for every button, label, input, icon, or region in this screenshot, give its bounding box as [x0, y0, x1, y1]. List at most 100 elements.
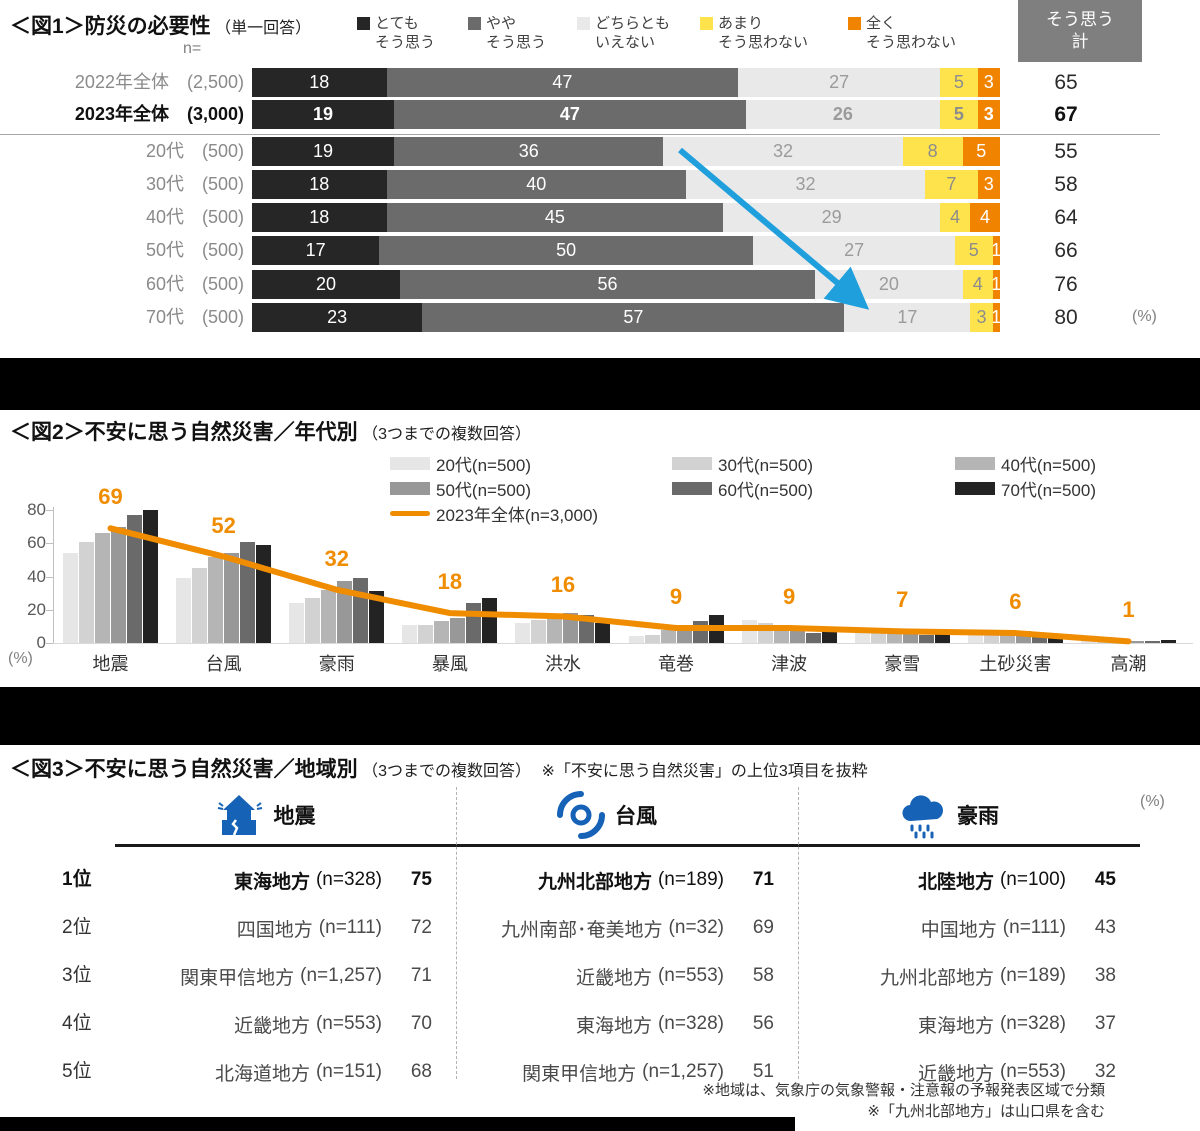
figure1-title: ＜図1＞防災の必要性 [10, 15, 211, 38]
bar-segment: 32 [685, 170, 926, 199]
bar [1160, 639, 1176, 643]
y-axis-tick-mark [46, 643, 53, 644]
legend-swatch-icon [390, 456, 430, 470]
bar [886, 633, 902, 643]
stacked-bar: 18 47 27 5 3 [252, 68, 1000, 97]
legend-label-line1: どちらとも [595, 15, 671, 32]
segment-value: 40 [526, 174, 547, 194]
legend-swatch-icon [955, 481, 995, 495]
table-cell: 関東甲信地方 (n=1,257) 71 [115, 952, 432, 1000]
bar-segment: 26 [745, 100, 941, 129]
row-label: 60代 (500) [145, 274, 244, 294]
bar [289, 603, 305, 643]
legend-swatch-icon [955, 456, 995, 470]
region-n: (n=189) [657, 869, 724, 890]
segment-value: 20 [878, 274, 899, 294]
table-cell: 東海地方 (n=328) 75 [115, 856, 432, 904]
segment-value: 56 [597, 274, 618, 294]
figure1-row: 60代 (500) 20 56 20 4 1 76 [0, 270, 1200, 299]
table-cell: 九州北部地方 (n=189) 38 [798, 952, 1116, 1000]
bar [434, 621, 450, 643]
line-value-label: 16 [550, 572, 576, 598]
segment-value: 23 [327, 307, 348, 327]
segment-value: 8 [927, 141, 938, 161]
segment-value: 3 [983, 72, 994, 92]
region-name: 関東甲信地方 [180, 967, 295, 989]
table-column-header: 地震 [155, 787, 376, 843]
legend-label: あまり そう思わない [718, 14, 808, 52]
segment-value: 17 [897, 307, 918, 327]
region-name: 近畿地方 [917, 1063, 994, 1085]
region-n: (n=32) [668, 917, 724, 938]
row-label: 2022年全体 (2,500) [74, 72, 244, 92]
bar-segment: 3 [977, 68, 1000, 97]
bar [579, 614, 595, 643]
figure1-legend-item: 全く そう思わない [848, 14, 956, 52]
legend-label-line2: そう思う [486, 34, 547, 51]
bar-segment: 4 [940, 203, 971, 232]
row-total: 55 [1054, 140, 1078, 163]
bar [176, 578, 192, 643]
row-total: 80 [1054, 306, 1078, 329]
y-axis-tick-mark [46, 576, 53, 578]
bar [256, 544, 272, 643]
row-label: 40代 (500) [145, 207, 244, 227]
segment-value: 20 [316, 274, 337, 294]
bar [789, 631, 805, 643]
bar-segment: 18 [252, 170, 387, 199]
legend-label: 全く そう思わない [866, 14, 956, 52]
legend-swatch-icon [357, 17, 370, 30]
bar [563, 613, 579, 643]
stacked-bar: 17 50 27 5 1 [252, 236, 1000, 265]
table-column-header: 豪雨 [838, 787, 1060, 843]
segment-value: 1 [992, 240, 1000, 260]
bar [983, 629, 999, 643]
segment-value: 19 [313, 104, 334, 124]
stacked-bar: 23 57 17 3 1 [252, 303, 1000, 332]
segment-value: 57 [623, 307, 644, 327]
bar [692, 621, 708, 643]
region-name: 四国地方 [236, 919, 313, 941]
typhoon-icon [557, 791, 605, 839]
line-value-label: 9 [783, 584, 796, 610]
bar [1047, 634, 1063, 643]
legend-label-line2: そう思わない [718, 34, 809, 51]
bar [676, 628, 692, 643]
bar [644, 634, 660, 643]
legend-line-icon [390, 510, 430, 516]
table-cell: 近畿地方 (n=553) 70 [115, 1000, 432, 1048]
row-total: 58 [1054, 173, 1078, 196]
line-value-label: 52 [211, 512, 236, 538]
y-axis-tick-label: 40 [27, 566, 46, 586]
bar [999, 629, 1015, 643]
bar [773, 626, 789, 643]
bar-segment: 57 [422, 303, 845, 332]
y-axis-tick-label: 60 [27, 533, 46, 553]
legend-label: やや そう思う [486, 14, 546, 52]
row-label: 70代 (500) [145, 307, 244, 327]
category-label: 暴風 [431, 654, 468, 674]
y-axis-tick-mark [46, 543, 53, 545]
bar-segment: 1 [992, 303, 1000, 332]
region-name: 関東甲信地方 [522, 1063, 637, 1085]
bar-segment: 5 [940, 100, 978, 129]
legend-label: 50代(n=500) [436, 480, 531, 500]
table-cell: 近畿地方 (n=553) 32 [798, 1048, 1116, 1096]
y-axis-tick-mark [46, 510, 53, 511]
category-label: 台風 [205, 654, 242, 674]
region-value: 51 [752, 1061, 774, 1082]
segment-value: 32 [795, 174, 816, 194]
bar-segment: 20 [252, 270, 401, 299]
rank-label: 1位 [62, 869, 92, 890]
figure1-row: 50代 (500) 17 50 27 5 1 66 [0, 236, 1200, 265]
row-total: 66 [1054, 239, 1078, 262]
row-total: 67 [1054, 103, 1078, 126]
line-value-label: 69 [98, 484, 123, 510]
figure3-title-row: ＜図3＞不安に思う自然災害／地域別 （3つまでの複数回答） ※「不安に思う自然災… [10, 753, 868, 783]
legend-swatch-icon [577, 17, 590, 30]
figure1-row: 2023年全体 (3,000) 19 47 26 5 3 67 [0, 100, 1200, 129]
bar [418, 624, 434, 643]
table-column-title: 地震 [273, 805, 316, 828]
agree-total-header-line1: そう思う [1046, 10, 1114, 29]
region-n: (n=553) [999, 1061, 1066, 1082]
